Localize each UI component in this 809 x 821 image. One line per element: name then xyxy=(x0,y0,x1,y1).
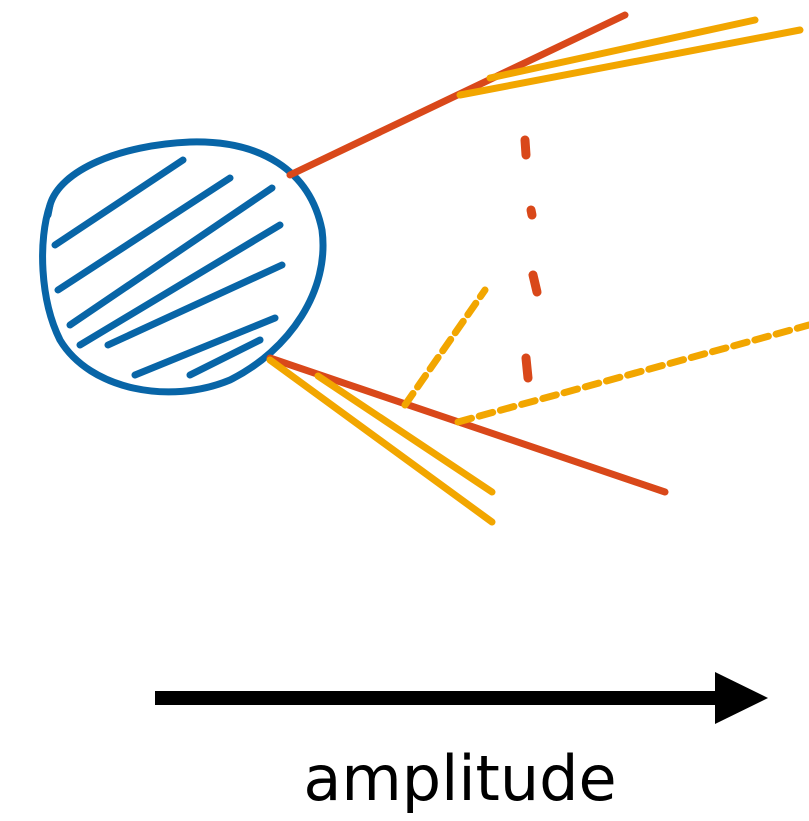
hatching xyxy=(48,160,282,375)
sketch xyxy=(43,15,809,522)
arrow-head xyxy=(715,672,768,724)
lower-branch xyxy=(318,376,492,492)
dashed-branch xyxy=(405,290,485,405)
axis-label: amplitude xyxy=(303,742,616,815)
arrow xyxy=(155,672,768,724)
upper-branch xyxy=(460,30,800,95)
lower-branch xyxy=(270,360,492,522)
dashed-branch xyxy=(458,325,809,422)
page: {"labels": {"axis": "amplitude"}} xyxy=(0,0,809,821)
dots xyxy=(525,140,537,378)
diagram: amplitude xyxy=(0,0,809,821)
